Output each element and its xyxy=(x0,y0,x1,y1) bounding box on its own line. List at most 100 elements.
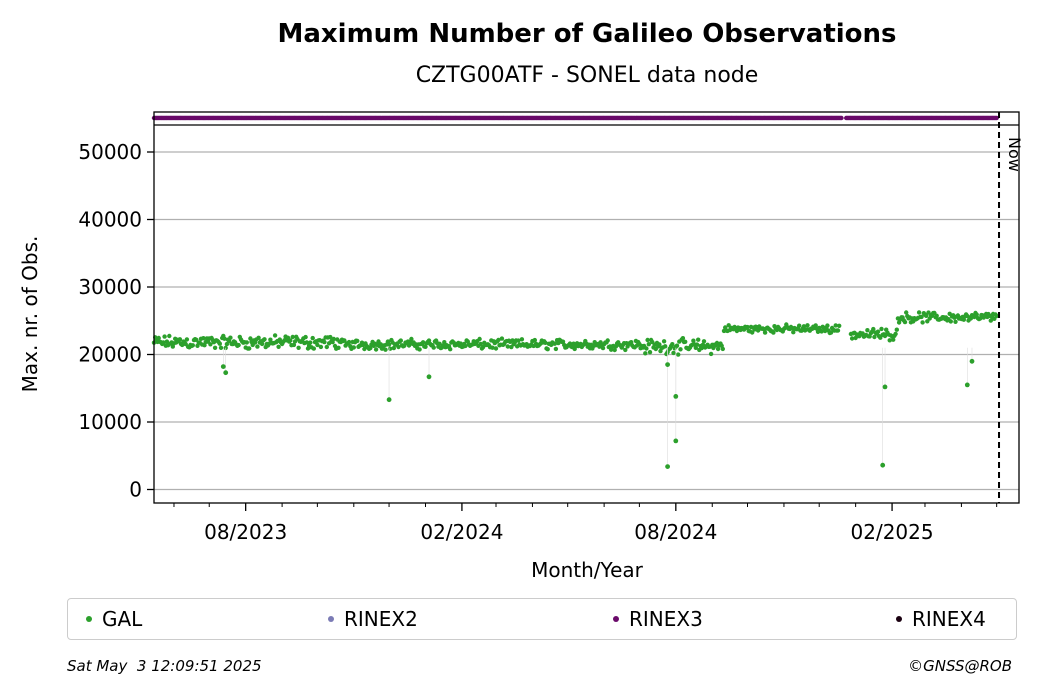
gal-point xyxy=(308,340,313,345)
gal-point xyxy=(331,336,336,342)
gal-point xyxy=(342,338,347,343)
legend-item-rinex4: RINEX4 xyxy=(896,599,986,639)
legend: GAL RINEX2 RINEX3 RINEX4 xyxy=(67,598,1017,640)
gal-point xyxy=(644,346,649,351)
gal-point xyxy=(762,330,768,335)
y-tick-label: 40000 xyxy=(78,208,142,232)
gal-point xyxy=(409,336,414,342)
gal-point xyxy=(988,318,993,323)
gal-point xyxy=(819,329,824,334)
gal-point xyxy=(296,345,301,350)
gal-point xyxy=(694,342,700,347)
gal-point xyxy=(720,346,725,352)
gal-point xyxy=(797,323,802,328)
gal-point xyxy=(256,335,261,340)
gal-point xyxy=(878,335,883,340)
gal-point xyxy=(304,340,309,345)
gal-point xyxy=(953,319,958,324)
legend-label-rinex2: RINEX2 xyxy=(344,607,418,631)
gal-point xyxy=(647,350,653,355)
x-tick-label: 08/2024 xyxy=(634,520,717,544)
gal-point xyxy=(217,341,222,346)
gal-point xyxy=(771,330,776,335)
gal-point xyxy=(734,328,740,334)
y-tick-label: 10000 xyxy=(78,410,142,434)
legend-label-rinex3: RINEX3 xyxy=(629,607,703,631)
gal-outlier-point xyxy=(220,364,226,369)
gal-point xyxy=(532,337,537,343)
gal-point xyxy=(691,338,696,343)
gal-point xyxy=(288,338,293,343)
gal-point xyxy=(268,337,273,342)
gal-point xyxy=(623,347,628,353)
gal-point xyxy=(893,331,898,337)
gal-point xyxy=(236,342,241,348)
now-label: Now xyxy=(1005,137,1024,172)
gal-point xyxy=(699,345,704,351)
gal-point xyxy=(448,347,453,352)
gal-point xyxy=(247,346,252,351)
gal-point xyxy=(391,345,396,351)
gal-point xyxy=(519,337,525,342)
chart-subtitle: CZTG00ATF - SONEL data node xyxy=(416,63,759,88)
legend-item-rinex2: RINEX2 xyxy=(328,599,418,639)
gal-point xyxy=(184,337,190,342)
gal-point xyxy=(423,344,428,349)
gal-point xyxy=(368,345,373,351)
gal-outlier-point xyxy=(665,362,670,367)
gal-point xyxy=(919,314,924,320)
gal-point xyxy=(805,323,810,328)
legend-marker-rinex4 xyxy=(896,616,902,622)
rinex3-point xyxy=(994,115,999,121)
gal-point xyxy=(708,351,714,357)
x-tick-label: 02/2024 xyxy=(420,520,503,544)
gal-point xyxy=(835,328,841,333)
gal-point xyxy=(162,334,167,339)
gal-point xyxy=(646,342,651,347)
gal-outlier-point xyxy=(386,397,392,403)
gal-outlier-point xyxy=(969,358,975,364)
gal-point xyxy=(255,344,260,349)
gal-point xyxy=(164,339,170,344)
gal-point xyxy=(406,343,412,348)
gal-outlier-point xyxy=(223,370,229,376)
gal-point xyxy=(920,320,925,325)
gal-point xyxy=(600,345,606,351)
gal-point xyxy=(383,347,388,352)
gal-outlier-point xyxy=(673,394,679,399)
gal-point xyxy=(657,342,662,347)
gal-point xyxy=(244,340,249,345)
gal-point xyxy=(670,342,675,347)
gal-point xyxy=(224,341,230,347)
gal-point xyxy=(228,335,233,340)
gal-outlier-point xyxy=(964,382,970,388)
gal-point xyxy=(355,338,360,344)
gal-point xyxy=(194,337,199,342)
gal-point xyxy=(318,344,324,350)
gal-point xyxy=(609,347,614,352)
y-axis-label: Max. nr. of Obs. xyxy=(18,236,42,393)
gal-point xyxy=(351,345,356,350)
legend-marker-rinex2 xyxy=(328,616,334,622)
gal-point xyxy=(272,333,278,338)
gal-point xyxy=(516,338,521,343)
gal-point xyxy=(676,352,681,357)
gal-point xyxy=(801,324,807,329)
gal-point xyxy=(477,336,482,342)
grid-lines xyxy=(154,151,1019,491)
y-tick-label: 20000 xyxy=(78,343,142,367)
y-axis-ticks: 0 10000 20000 30000 40000 50000 xyxy=(78,140,154,502)
gal-point xyxy=(879,326,884,332)
gal-point xyxy=(678,347,683,352)
gal-point xyxy=(837,323,842,328)
y-tick-label: 0 xyxy=(129,478,142,502)
gal-outlier-point xyxy=(665,464,670,469)
gal-point xyxy=(683,339,688,344)
gal-outlier-point xyxy=(673,438,679,444)
gal-point xyxy=(545,347,550,352)
gal-point xyxy=(894,327,899,332)
rinex3-point xyxy=(839,115,844,121)
gal-point xyxy=(328,334,333,340)
gal-point xyxy=(696,337,701,342)
gal-point xyxy=(865,328,870,333)
